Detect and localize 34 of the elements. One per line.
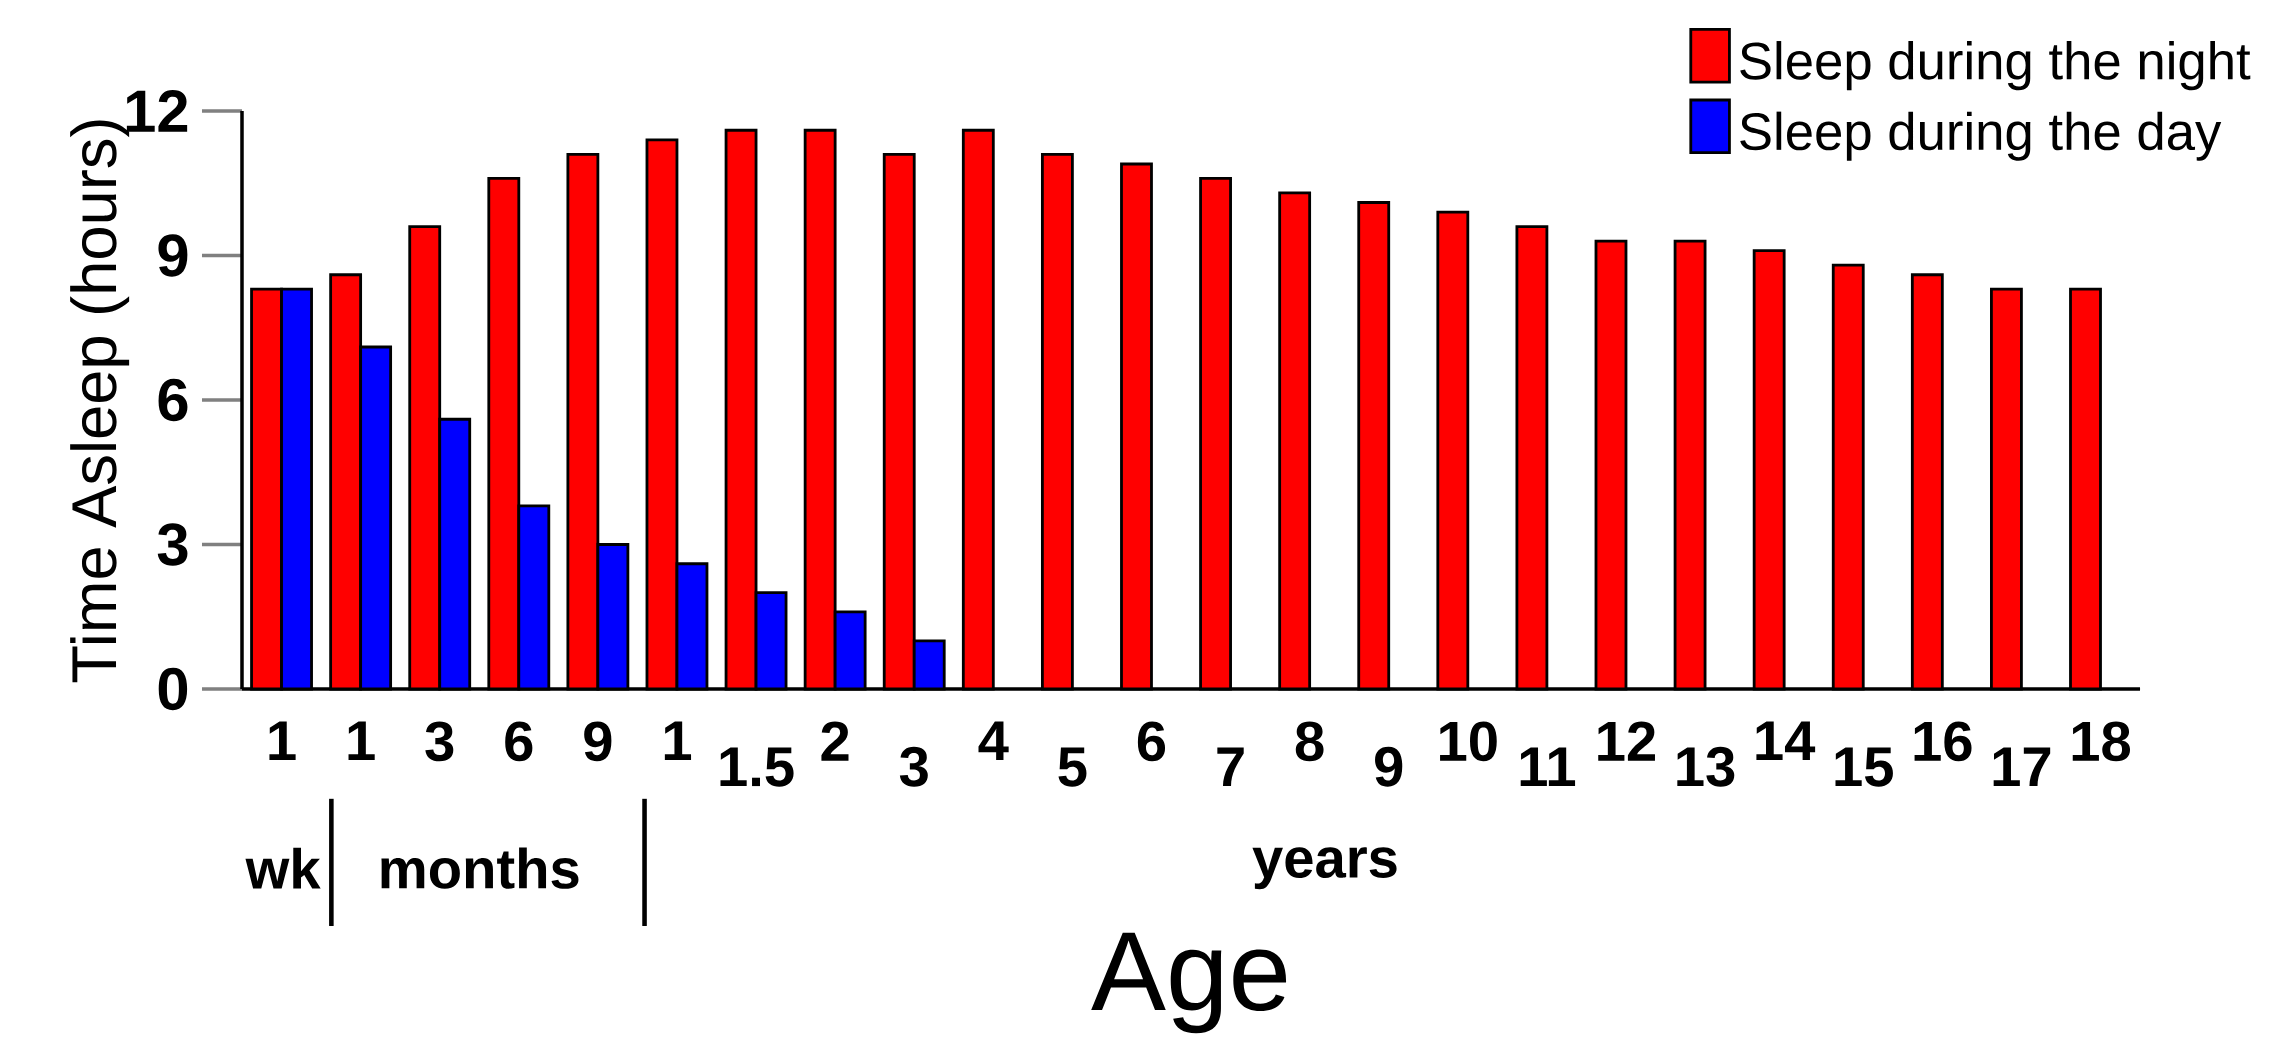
x-tick-label: 3 <box>425 721 454 762</box>
x-tick-label: 7 <box>1217 747 1244 787</box>
x-tick-label: 17 <box>1993 747 2051 787</box>
x-tick-label: 3 <box>899 746 928 787</box>
x-tick-label: 10 <box>1440 721 1497 762</box>
x-tick-label: 13 <box>1677 746 1735 787</box>
y-tick-label: 3 <box>157 523 188 566</box>
legend-label: Sleep during the day <box>1740 111 2222 161</box>
text: months <box>381 847 579 889</box>
x-tick-label: 6 <box>1137 721 1166 762</box>
x-tick-label: 8 <box>1295 721 1324 762</box>
x-tick-label: 1 <box>664 721 692 761</box>
x-tick-label: 16 <box>1914 721 1972 762</box>
y-tick-label: 9 <box>158 234 188 277</box>
x-tick-label: 1 <box>348 721 375 761</box>
x-tick-label: 14 <box>1756 721 1816 761</box>
x-axis-title: Age <box>1091 932 1287 1034</box>
x-tick-label: 9 <box>584 721 612 762</box>
legend-label: Sleep during the night <box>1740 41 2251 91</box>
text: wk <box>245 847 321 889</box>
x-tick-label: 6 <box>505 721 533 762</box>
x-tick-label: 12 <box>1598 721 1655 761</box>
x-tick-label: 4 <box>978 721 1009 761</box>
x-tick-label: 11 <box>1520 747 1576 787</box>
y-tick-label: 6 <box>158 378 188 422</box>
x-tick-label: 2 <box>821 721 849 761</box>
x-tick-label: 5 <box>1058 747 1087 787</box>
x-tick-label: 9 <box>1375 746 1403 787</box>
x-tick-label: 1 <box>269 721 296 761</box>
text: years <box>1252 847 1397 890</box>
x-tick-label: 1.5 <box>720 747 794 787</box>
y-tick-label: 0 <box>158 667 188 711</box>
x-tick-label: 18 <box>2072 721 2131 762</box>
x-tick-label: 15 <box>1835 747 1893 787</box>
